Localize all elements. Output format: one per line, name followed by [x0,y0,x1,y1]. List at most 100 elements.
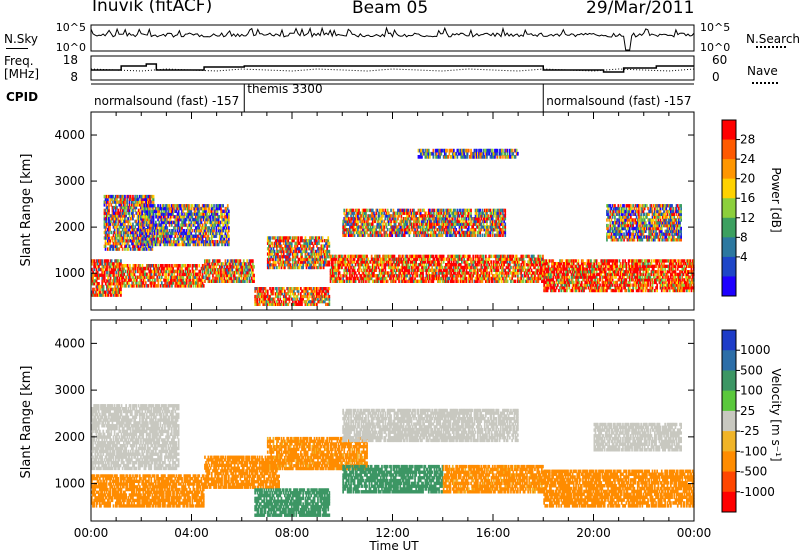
frequency-line [91,63,694,73]
data-band [254,488,331,517]
x-tick-label: 16:00 [476,526,511,540]
cpid-segment-label: normalsound (fast) -157 [546,94,691,108]
freq-unit-label: [MHz] [4,67,40,81]
data-band [266,236,331,270]
noise-strip: 10^5 10^0 10^5 10^0 [56,21,730,54]
x-tick-label: 00:00 [677,526,712,540]
noise-tick-right-bottom: 10^0 [700,41,730,54]
velocity-colorbar-tick: -100 [740,444,767,458]
x-tick-label: 00:00 [74,526,109,540]
power-colorbar-tick: 12 [740,211,755,225]
power-colorbar: 28 24 20 16 12 8 4 [721,119,755,297]
velocity-colorbar-swatch [722,330,736,351]
noise-tick-right-top: 10^5 [700,21,730,34]
nsky-legend-line [6,48,28,49]
velocity-colorbar-tick: -25 [740,424,760,438]
velocity-colorbar-tick: 500 [740,363,763,377]
velocity-colorbar-tick: 100 [740,384,763,398]
nsky-label: N.Sky [4,32,39,46]
xlabel: Time UT [368,539,419,553]
data-band [204,259,255,283]
nave-label: Nave [747,64,778,78]
nave-legend-dots [752,82,778,84]
freq-tick-bottom: 8 [70,70,78,84]
data-band [342,208,507,237]
data-band [342,408,519,443]
velocity-colorbar-swatch [722,451,736,473]
data-band [121,264,205,288]
beam-title: Beam 05 [352,0,429,18]
noise-tick-left-top: 10^5 [56,21,86,34]
nave-tick-top: 60 [712,53,727,67]
y-tick-label: 2000 [54,430,85,444]
noise-tick-left-bottom: 10^0 [56,41,86,54]
velocity-colorbar-swatch [722,491,736,513]
y-tick-label: 4000 [54,128,85,142]
data-band [417,148,519,159]
velocity-colorbar: 1000 500 100 25 -25 -100 -500 -1000 [721,329,775,513]
noise-sky-line [90,26,695,51]
x-tick-label: 20:00 [576,526,611,540]
velocity-colorbar-swatch [722,431,736,452]
velocity-colorbar-tick: -1000 [740,485,775,499]
power-colorbar-swatch [722,256,736,277]
y-tick-label: 1000 [54,477,85,491]
y-tick-label: 3000 [54,174,85,188]
data-band [91,474,205,508]
power-colorbar-swatch [722,120,736,141]
power-ylabel: Slant Range [km] [19,154,34,267]
power-panel: 1000 2000 3000 4000 [54,111,695,311]
data-band [593,422,682,452]
velocity-colorbar-swatch [722,410,736,432]
y-tick-label: 4000 [54,336,85,350]
x-tick-label: 04:00 [174,526,209,540]
cpid-label: CPID [6,90,39,104]
freq-label: Freq. [4,54,34,68]
cpid-strip: normalsound (fast) -157 themis 3300 normal… [91,82,694,112]
power-colorbar-swatch [722,159,736,180]
velocity-colorbar-swatch [722,370,736,392]
data-band [204,455,280,489]
nsearch-label: N.Search [746,32,800,46]
velocity-colorbar-swatch [722,471,736,493]
data-band [543,259,695,293]
power-colorbar-swatch [722,139,736,160]
cpid-segment-label: themis 3300 [247,82,322,96]
data-band [543,469,695,508]
data-band [91,404,180,471]
nave-tick-bottom: 0 [712,70,720,84]
power-colorbar-tick: 16 [740,191,755,205]
power-colorbar-tick: 20 [740,172,755,186]
velocity-ylabel: Slant Range [km] [19,366,34,479]
station-title: Inuvik (fitACF) [92,0,213,16]
date-title: 29/Mar/2011 [586,0,695,18]
power-colorbar-tick: 4 [740,250,748,264]
power-colorbar-tick: 28 [740,133,755,147]
velocity-colorbar-swatch [722,350,736,371]
power-colorbar-swatch [722,217,736,238]
y-tick-label: 2000 [54,220,85,234]
power-colorbar-tick: 8 [740,230,748,244]
cpid-segment-label: normalsound (fast) -157 [94,94,239,108]
power-colorbar-tick: 24 [740,152,755,166]
nsearch-legend-dots [756,46,786,48]
velocity-colorbar-swatch [722,390,736,412]
freq-tick-top: 18 [63,53,78,67]
data-band [329,254,544,283]
data-band [91,259,122,297]
velocity-panel: 1000 2000 3000 4000 00:00 04:00 08:00 12:00 16:0… [54,319,712,540]
data-band [141,204,230,247]
x-tick-label: 12:00 [375,526,410,540]
velocity-colorbar-tick: 25 [740,404,755,418]
data-band [266,436,368,471]
y-tick-label: 3000 [54,383,85,397]
power-colorbar-title: Power [dB] [769,167,783,232]
data-band [342,464,444,494]
power-colorbar-swatch [722,178,736,199]
data-band [254,287,331,306]
y-tick-label: 1000 [54,266,85,280]
data-band [442,464,544,494]
data-band [606,204,682,242]
velocity-colorbar-tick: 1000 [740,343,771,357]
